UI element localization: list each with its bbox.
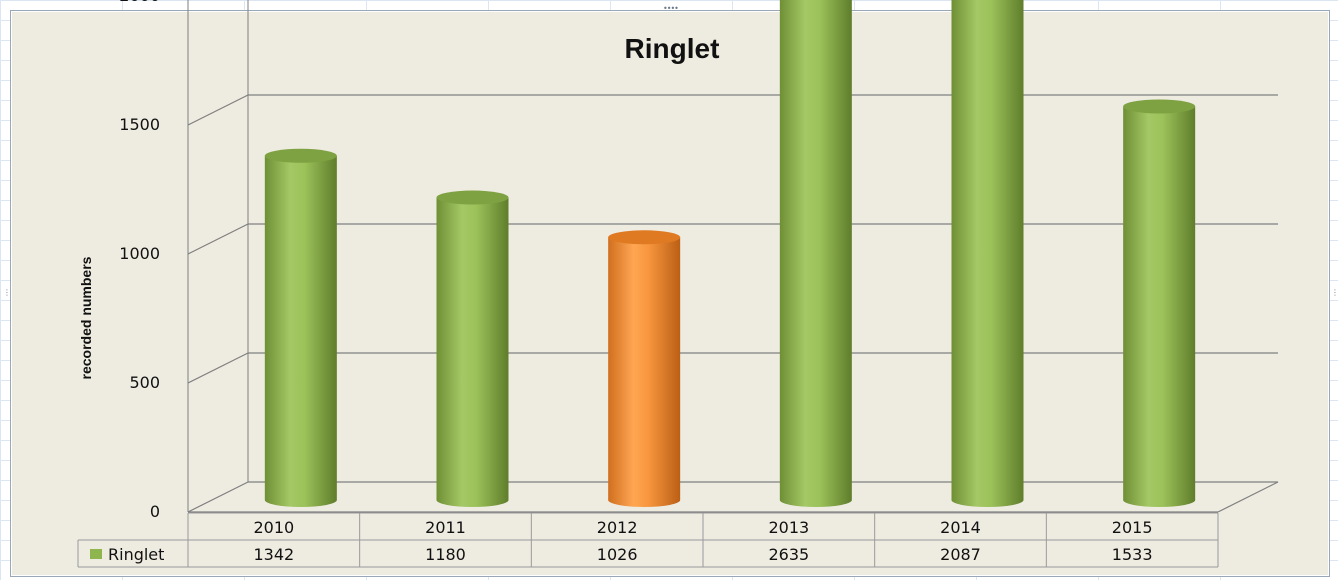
x-category-label: 2011 — [425, 518, 466, 537]
resize-handle-left[interactable]: ⋮ — [3, 288, 11, 297]
bar-2013 — [779, 0, 852, 507]
bar-top — [436, 190, 509, 205]
y-tick-label: 500 — [129, 373, 160, 392]
side-gridline — [187, 94, 249, 126]
x-category-label: 2013 — [768, 518, 809, 537]
data-table-value: 1026 — [597, 545, 638, 564]
legend-series-name: Ringlet — [108, 545, 164, 564]
bar-body — [608, 237, 681, 508]
x-category-label: 2014 — [940, 518, 981, 537]
bar-2014 — [951, 0, 1024, 507]
x-category-label: 2015 — [1112, 518, 1153, 537]
bar-2015 — [1123, 99, 1196, 508]
bar-top — [1123, 99, 1196, 114]
data-table-value: 1533 — [1112, 545, 1153, 564]
data-table-value: 1180 — [425, 545, 466, 564]
bar-2010 — [264, 148, 337, 507]
legend-swatch — [90, 549, 102, 559]
bar-body — [436, 197, 509, 507]
bar-top — [264, 148, 337, 163]
y-tick-label: 0 — [150, 502, 160, 521]
bar-2011 — [436, 190, 509, 507]
bar-body — [779, 0, 852, 507]
x-category-label: 2010 — [253, 518, 294, 537]
gridlines — [187, 0, 1279, 513]
floor-right-edge — [1217, 481, 1279, 513]
bar-top — [608, 230, 681, 245]
y-axis-title: recorded numbers — [78, 256, 94, 379]
y-tick-label: 2000 — [119, 0, 160, 5]
side-gridline — [187, 481, 249, 513]
data-table-value: 1342 — [253, 545, 294, 564]
y-tick-label: 1500 — [119, 115, 160, 134]
resize-handle-right[interactable]: ⋮ — [1331, 288, 1338, 297]
bar-body — [1123, 106, 1196, 508]
y-axis-tick-labels: 050010001500200025003000 — [119, 0, 160, 521]
x-category-label: 2012 — [597, 518, 638, 537]
bar-body — [951, 0, 1024, 507]
data-table: 2010 2011 2012 2013 2014 2015 1342 1180 1026 2635… — [77, 512, 1219, 568]
data-table-value: 2635 — [768, 545, 809, 564]
side-gridline — [187, 223, 249, 255]
chart-title: Ringlet — [625, 33, 720, 64]
bar-2012 — [608, 230, 681, 508]
y-tick-label: 1000 — [119, 244, 160, 263]
bar-body — [264, 155, 337, 507]
side-gridline — [187, 352, 249, 384]
resize-handle-top[interactable]: •••• — [663, 4, 679, 13]
data-table-value: 2087 — [940, 545, 981, 564]
bar-series — [264, 0, 1196, 508]
